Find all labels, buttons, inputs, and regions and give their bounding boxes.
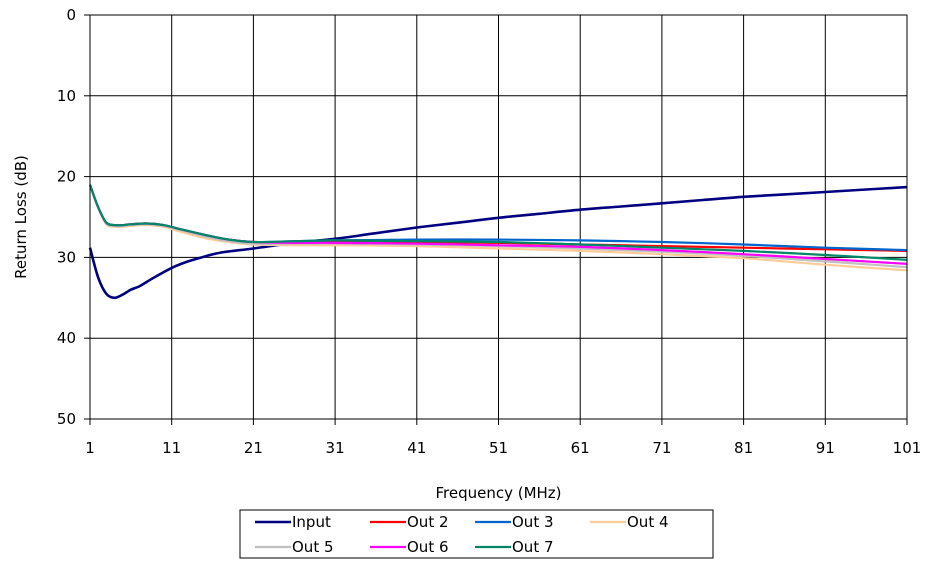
legend-item-out-5: Out 5 [255, 538, 334, 556]
legend-label: Out 5 [292, 538, 334, 556]
plot-area-frame [89, 14, 908, 420]
legend-item-out-2: Out 2 [370, 513, 449, 531]
x-tick-label: 61 [571, 439, 590, 457]
legend-item-out-7: Out 7 [475, 538, 554, 556]
x-axis-tick-labels: 1 11 21 31 41 51 61 71 81 91 101 [85, 439, 921, 457]
legend-box [239, 509, 714, 559]
legend-label: Out 6 [407, 538, 449, 556]
x-tick-label: 101 [893, 439, 922, 457]
legend-item-out-3: Out 3 [475, 513, 554, 531]
x-tick-label: 41 [407, 439, 426, 457]
legend-label: Out 2 [407, 513, 449, 531]
legend-label: Out 7 [512, 538, 554, 556]
y-tick-label: 0 [66, 6, 76, 24]
y-tick-label: 40 [57, 329, 76, 347]
series-lines [88, 184, 908, 300]
legend-label: Input [292, 513, 331, 531]
legend-item-out-4: Out 4 [590, 513, 669, 531]
x-tick-label: 21 [244, 439, 263, 457]
y-axis-label: Return Loss (dB) [12, 155, 30, 279]
x-tick-label: 71 [652, 439, 671, 457]
legend-label: Out 3 [512, 513, 554, 531]
legend: Input Out 2 Out 3 Out 4 Out 5 Out 6 Out 7 [239, 509, 714, 559]
legend-item-input: Input [255, 513, 331, 531]
y-tick-label: 20 [57, 168, 76, 186]
legend-item-out-6: Out 6 [370, 538, 449, 556]
series-line-out-7 [88, 184, 908, 261]
legend-label: Out 4 [627, 513, 669, 531]
y-tick-label: 50 [57, 410, 76, 428]
x-tick-label: 81 [734, 439, 753, 457]
x-tick-label: 1 [85, 439, 95, 457]
x-tick-label: 31 [326, 439, 345, 457]
x-axis-label: Frequency (MHz) [435, 484, 561, 502]
y-tick-label: 30 [57, 248, 76, 266]
x-tick-label: 91 [816, 439, 835, 457]
y-tick-label: 10 [57, 87, 76, 105]
y-axis-tick-labels: 0 10 20 30 40 50 [57, 6, 76, 428]
x-tick-label: 51 [489, 439, 508, 457]
x-tick-label: 11 [162, 439, 181, 457]
